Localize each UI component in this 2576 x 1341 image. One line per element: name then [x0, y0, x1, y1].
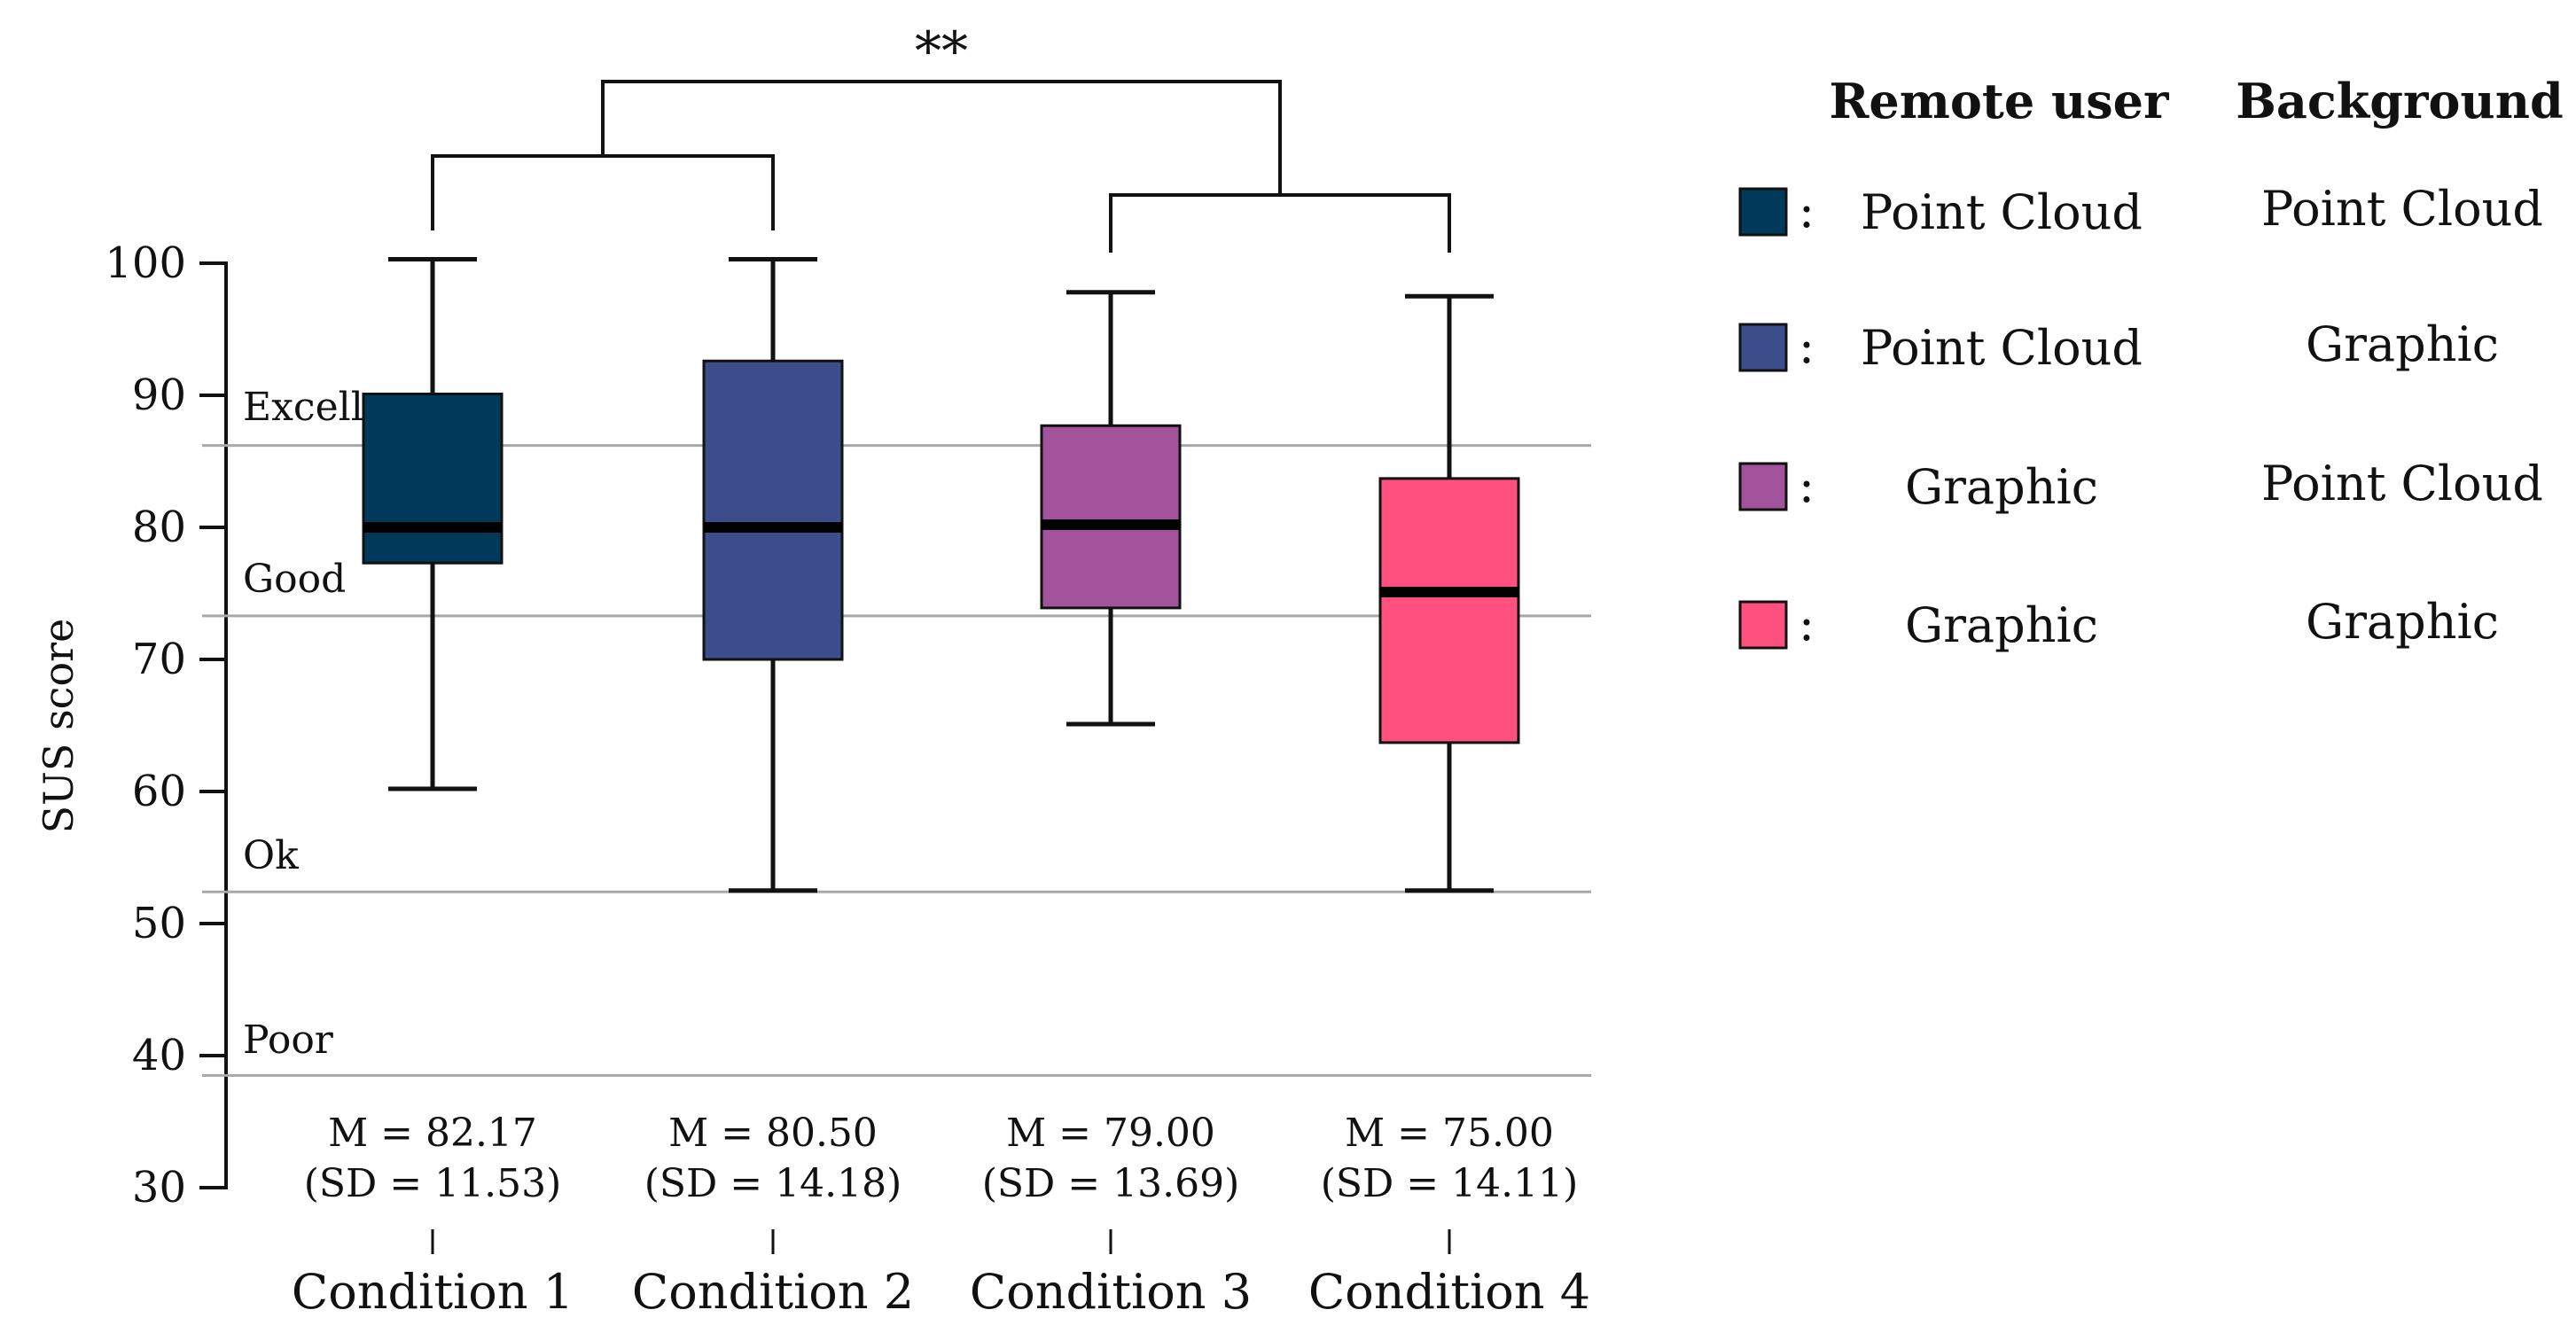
y-tick-label: 60	[132, 767, 186, 816]
legend-swatch	[1738, 187, 1788, 237]
legend-separator: :	[1799, 318, 1815, 374]
sd-label: (SD = 11.53)	[304, 1161, 562, 1206]
mean-label: M = 75.00	[1345, 1111, 1554, 1156]
box-group-4	[1378, 293, 1520, 893]
legend-remote-user: Graphic	[1905, 459, 2098, 515]
box-iqr	[1378, 477, 1520, 745]
mean-label: M = 82.17	[328, 1111, 537, 1156]
box-iqr	[362, 393, 503, 565]
band-label-ok: Ok	[243, 833, 299, 878]
sig-bracket-top	[601, 80, 1282, 195]
y-axis-title: SUS score	[35, 619, 82, 834]
box-group-1	[362, 257, 503, 791]
legend-background: Point Cloud	[2261, 456, 2543, 511]
x-category-label: Condition 4	[1308, 1264, 1590, 1320]
legend-separator: :	[1799, 457, 1815, 513]
legend-background: Graphic	[2306, 316, 2499, 372]
box-group-2	[702, 257, 844, 893]
legend-separator: :	[1799, 596, 1815, 651]
legend-header-background: Background	[2236, 73, 2563, 129]
sd-label: (SD = 14.18)	[644, 1161, 902, 1206]
legend-remote-user: Point Cloud	[1861, 320, 2143, 376]
x-category-label: Condition 1	[292, 1264, 574, 1320]
legend-header-remote-user: Remote user	[1830, 73, 2170, 129]
y-tick-label: 50	[132, 899, 186, 948]
x-category-label: Condition 2	[632, 1264, 914, 1320]
y-tick-label: 80	[132, 503, 186, 552]
legend-separator: :	[1799, 183, 1815, 238]
box-iqr	[702, 359, 844, 661]
box-iqr	[1040, 424, 1182, 610]
y-tick-label: 40	[132, 1031, 186, 1080]
band-label-good: Good	[243, 557, 346, 602]
sig-bracket-left	[431, 154, 775, 230]
legend-swatch	[1738, 323, 1788, 372]
legend-swatch	[1738, 462, 1788, 511]
box-group-3	[1040, 290, 1182, 727]
sd-label: (SD = 13.69)	[982, 1161, 1240, 1206]
mean-label: M = 80.50	[668, 1111, 878, 1156]
band-label-poor: Poor	[243, 1017, 334, 1063]
y-tick-label: 70	[132, 635, 186, 684]
y-tick-label: 90	[132, 370, 186, 420]
legend-swatch	[1738, 600, 1788, 650]
sig-bracket-right	[1109, 193, 1451, 253]
y-tick-label: 30	[132, 1163, 186, 1212]
y-tick-label: 100	[105, 238, 186, 288]
legend-background: Graphic	[2306, 594, 2499, 650]
x-category-label: Condition 3	[970, 1264, 1252, 1320]
significance-marker: **	[915, 20, 968, 82]
legend-background: Point Cloud	[2261, 181, 2543, 237]
sd-label: (SD = 14.11)	[1321, 1161, 1579, 1206]
mean-label: M = 79.00	[1006, 1111, 1215, 1156]
legend-remote-user: Point Cloud	[1861, 184, 2143, 240]
legend-remote-user: Graphic	[1905, 597, 2098, 653]
